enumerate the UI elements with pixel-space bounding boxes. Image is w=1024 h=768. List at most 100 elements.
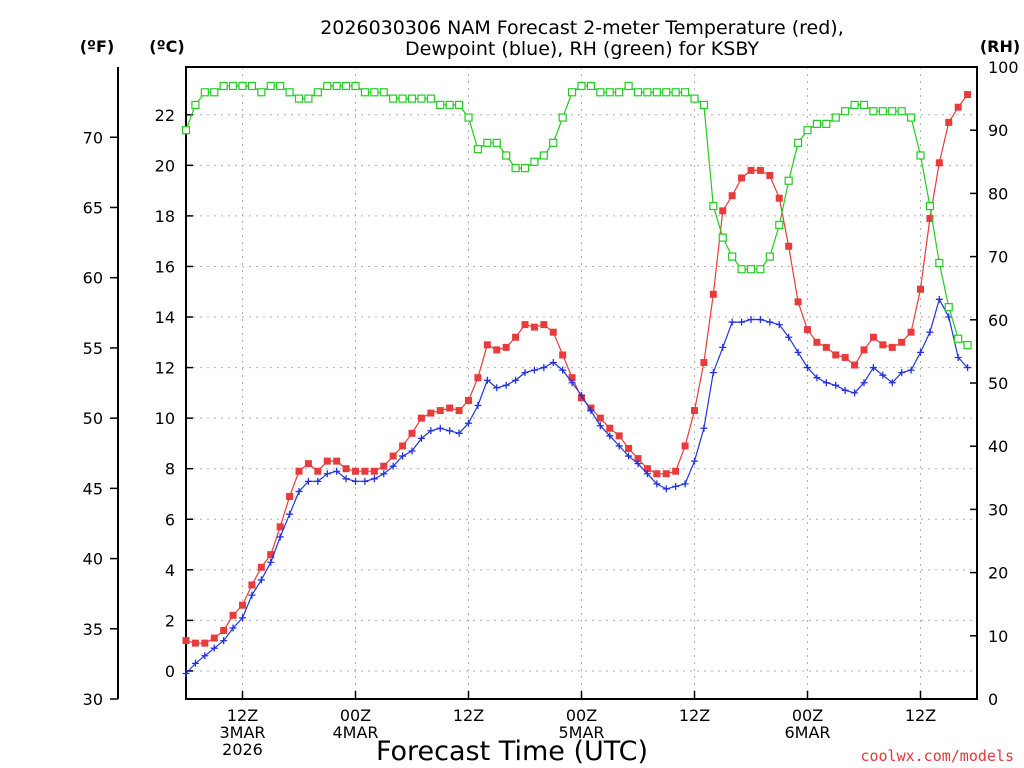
temperature-point [954, 103, 962, 111]
temperature-point [643, 465, 651, 473]
rh-tick-label: 90 [988, 121, 1008, 140]
temperature-point [615, 432, 623, 440]
rh-point [398, 94, 407, 103]
dewpoint-point [907, 366, 915, 374]
fahrenheit-tick-label: 45 [83, 479, 103, 498]
temperature-point [775, 194, 783, 202]
temperature-point [540, 321, 548, 329]
celsius-unit-label: (ºC) [149, 37, 184, 56]
rh-point [360, 88, 370, 97]
rh-point [454, 100, 464, 110]
data-series [181, 81, 972, 677]
temperature-point [691, 407, 698, 415]
temperature-point [964, 91, 972, 99]
dewpoint-point [342, 475, 350, 483]
rh-point [633, 88, 643, 97]
rh-point [586, 81, 596, 91]
temperature-point [342, 465, 350, 473]
rh-point [558, 113, 567, 122]
rh-point [341, 81, 351, 91]
rh-unit-label: (RH) [980, 37, 1020, 56]
dewpoint-point [201, 652, 209, 660]
rh-point [276, 81, 285, 91]
temperature-point [446, 404, 454, 412]
dewpoint-point [634, 460, 642, 468]
dewpoint-point [917, 348, 924, 356]
rh-point [784, 176, 793, 185]
x-tick-label: 00Z [340, 706, 371, 725]
temperature-point [822, 343, 830, 351]
dewpoint-point [389, 462, 397, 470]
temperature-point [945, 118, 953, 126]
dewpoint-point [841, 386, 849, 394]
dewpoint-point [719, 343, 727, 351]
dewpoint-point [681, 480, 689, 488]
celsius-tick-label: 16 [155, 257, 175, 276]
temperature-point [898, 338, 906, 346]
dewpoint-point [210, 644, 218, 652]
x-tick-label: 00Z [792, 706, 823, 725]
temperature-point [700, 359, 708, 367]
temperature-point [370, 467, 378, 475]
rh-point [888, 107, 897, 116]
rh-tick-label: 20 [988, 564, 1008, 583]
rh-point [530, 157, 539, 166]
temperature-point [512, 333, 520, 341]
dewpoint-point [625, 452, 633, 460]
rh-point [662, 88, 671, 97]
rh-point [831, 113, 840, 122]
dewpoint-point [568, 379, 576, 387]
dewpoint-point [935, 295, 943, 303]
temperature-point [352, 467, 359, 475]
rh-tick-label: 10 [988, 627, 1008, 646]
celsius-tick-label: 18 [155, 207, 175, 226]
dewpoint-point [578, 391, 585, 399]
rh-point [652, 88, 661, 97]
dewpoint-point [691, 457, 698, 465]
dewpoint-point [417, 434, 425, 442]
temperature-point [182, 637, 190, 645]
dewpoint-point [728, 318, 736, 326]
rh-point [539, 151, 548, 160]
rh-point [859, 100, 869, 110]
temperature-point [672, 467, 680, 475]
temperature-point [314, 467, 322, 475]
rh-tick-label: 50 [988, 374, 1008, 393]
fahrenheit-tick-label: 35 [83, 620, 103, 639]
dewpoint-point [276, 533, 284, 541]
chart-title-line2: Dewpoint (blue), RH (green) for KSBY [405, 38, 759, 60]
rh-point [266, 81, 275, 91]
rh-point [699, 100, 709, 110]
temperature-point [549, 328, 557, 336]
x-tick-label: 12Z [905, 706, 936, 725]
rh-point [285, 88, 294, 97]
dewpoint-line [185, 297, 969, 674]
temperature-point [804, 326, 811, 334]
rh-point [238, 81, 247, 91]
temperature-series [182, 91, 972, 647]
dewpoint-point [549, 359, 557, 367]
temperature-point [888, 343, 896, 351]
temperature-point [756, 166, 764, 174]
rh-point [615, 88, 624, 97]
temperature-point [794, 298, 802, 306]
dewpoint-point [813, 374, 821, 382]
celsius-tick-label: 20 [155, 156, 175, 175]
temperature-point [465, 396, 472, 404]
rh-point [228, 81, 238, 91]
dewpoint-point [427, 427, 435, 435]
celsius-tick-label: 0 [165, 662, 175, 681]
dewpoint-point [352, 477, 359, 485]
dewpoint-point [295, 487, 303, 495]
celsius-tick-label: 10 [155, 409, 175, 428]
temperature-point [709, 290, 717, 298]
fahrenheit-tick-label: 65 [83, 198, 103, 217]
rh-point [323, 81, 332, 91]
rh-point [210, 88, 219, 97]
fahrenheit-tick-label: 60 [83, 269, 103, 288]
temperature-point [493, 346, 501, 354]
x-tick-label: 12Z [679, 706, 710, 725]
dewpoint-point [653, 480, 661, 488]
dewpoint-point [239, 614, 246, 622]
